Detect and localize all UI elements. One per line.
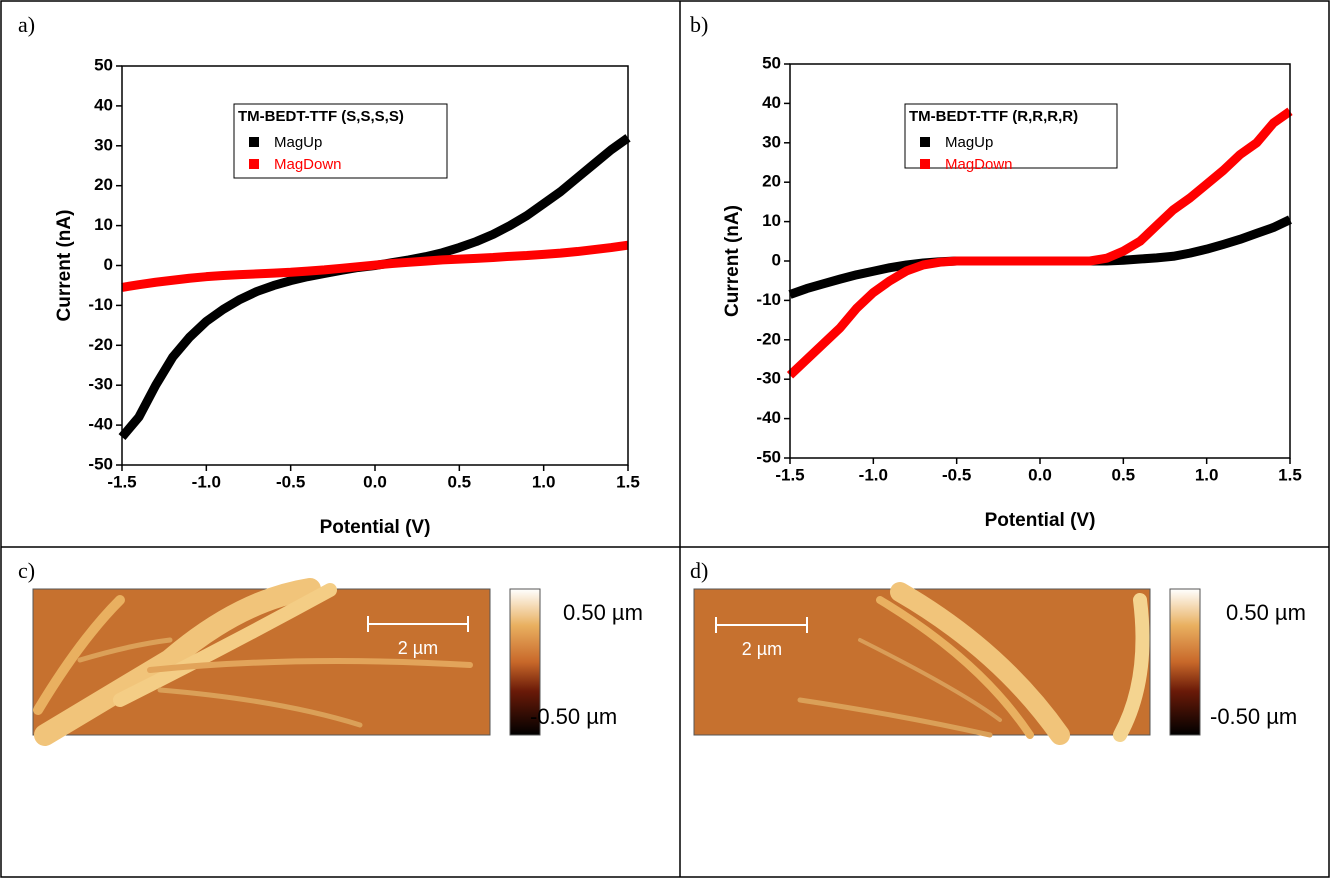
plot-frame <box>789 63 1291 459</box>
y-tick-label: -10 <box>88 295 113 314</box>
legend-marker <box>249 159 259 169</box>
panel-label: d) <box>690 558 708 583</box>
y-axis-title: Current (nA) <box>722 205 743 317</box>
x-tick-label: 0.5 <box>1112 465 1136 484</box>
y-tick-label: 30 <box>94 135 113 154</box>
plot-frame <box>121 65 629 466</box>
x-axis-title: Potential (V) <box>320 517 431 538</box>
series-line <box>118 134 631 440</box>
x-tick-label: 0.5 <box>448 472 472 491</box>
y-tick-label: 50 <box>94 55 113 74</box>
x-tick-label: 0.0 <box>363 472 387 491</box>
fibers <box>33 578 473 746</box>
scale-bar-label: 2 µm <box>398 638 438 658</box>
y-tick-label: 40 <box>762 93 781 112</box>
chart: b) -50 -40 -30 -20 -10 0 10 20 30 40 50 -1.5 -1.0 -0.5… <box>690 12 1302 531</box>
x-tick-label: -1.5 <box>775 465 804 484</box>
y-tick-label: 0 <box>772 250 781 269</box>
y-tick-label: -30 <box>88 375 113 394</box>
y-tick-label: 30 <box>762 132 781 151</box>
legend-title: TM-BEDT-TTF (S,S,S,S) <box>238 108 404 125</box>
legend-marker <box>249 137 259 147</box>
x-tick-label: -1.5 <box>107 472 136 491</box>
colorbar-max: 0.50 µm <box>1226 600 1306 625</box>
legend-box <box>233 103 448 179</box>
legend-box <box>904 103 1118 169</box>
x-axis-title: Potential (V) <box>985 510 1096 531</box>
colorbar-max: 0.50 µm <box>563 600 643 625</box>
legend-title: TM-BEDT-TTF (R,R,R,R) <box>909 108 1078 125</box>
panel-label: b) <box>690 12 708 37</box>
y-tick-label: -20 <box>756 329 781 348</box>
y-tick-label: -20 <box>88 335 113 354</box>
x-tick-label: 1.5 <box>1278 465 1302 484</box>
panel-label: c) <box>18 558 35 583</box>
x-tick-label: -0.5 <box>276 472 305 491</box>
x-tick-label: -0.5 <box>942 465 971 484</box>
y-tick-label: 40 <box>94 95 113 114</box>
x-tick-label: 1.0 <box>532 472 556 491</box>
series-line <box>786 107 1293 379</box>
x-tick-label: -1.0 <box>192 472 221 491</box>
legend-marker <box>920 137 930 147</box>
scale-bar-label: 2 µm <box>742 639 782 659</box>
afm-panel-c: c) 2 µm 0.50 µm -0.50 µm <box>18 558 643 746</box>
y-tick-label: -40 <box>88 415 113 434</box>
panel-label: a) <box>18 12 35 37</box>
x-tick-label: 1.0 <box>1195 465 1219 484</box>
colorbar-min: -0.50 µm <box>530 704 617 729</box>
y-tick-label: -30 <box>756 369 781 388</box>
legend-label: MagUp <box>274 134 322 151</box>
legend-label: MagUp <box>945 134 993 151</box>
y-tick-label: 10 <box>94 215 113 234</box>
afm-panel-d: d) 2 µm 0.50 µm -0.50 µm <box>690 558 1306 745</box>
y-tick-label: 20 <box>762 172 781 191</box>
colorbar-min: -0.50 µm <box>1210 704 1297 729</box>
y-axis-title: Current (nA) <box>54 210 75 322</box>
legend-label: MagDown <box>274 156 342 173</box>
y-tick-label: -10 <box>756 290 781 309</box>
y-tick-label: -40 <box>756 408 781 427</box>
chart: a) -50 -40 -30 -20 -10 0 10 20 30 40 50 -1.5 -1.0 -0.5… <box>18 12 640 538</box>
fibers <box>797 582 1150 745</box>
legend-label: MagDown <box>945 156 1013 173</box>
y-tick-label: 10 <box>762 211 781 230</box>
x-tick-label: 1.5 <box>616 472 640 491</box>
y-tick-label: 50 <box>762 53 781 72</box>
x-tick-label: -1.0 <box>859 465 888 484</box>
x-tick-label: 0.0 <box>1028 465 1052 484</box>
y-tick-label: 20 <box>94 175 113 194</box>
y-tick-label: -50 <box>756 447 781 466</box>
y-tick-label: 0 <box>104 255 113 274</box>
legend-marker <box>920 159 930 169</box>
y-tick-label: -50 <box>88 454 113 473</box>
series-line <box>121 240 629 292</box>
